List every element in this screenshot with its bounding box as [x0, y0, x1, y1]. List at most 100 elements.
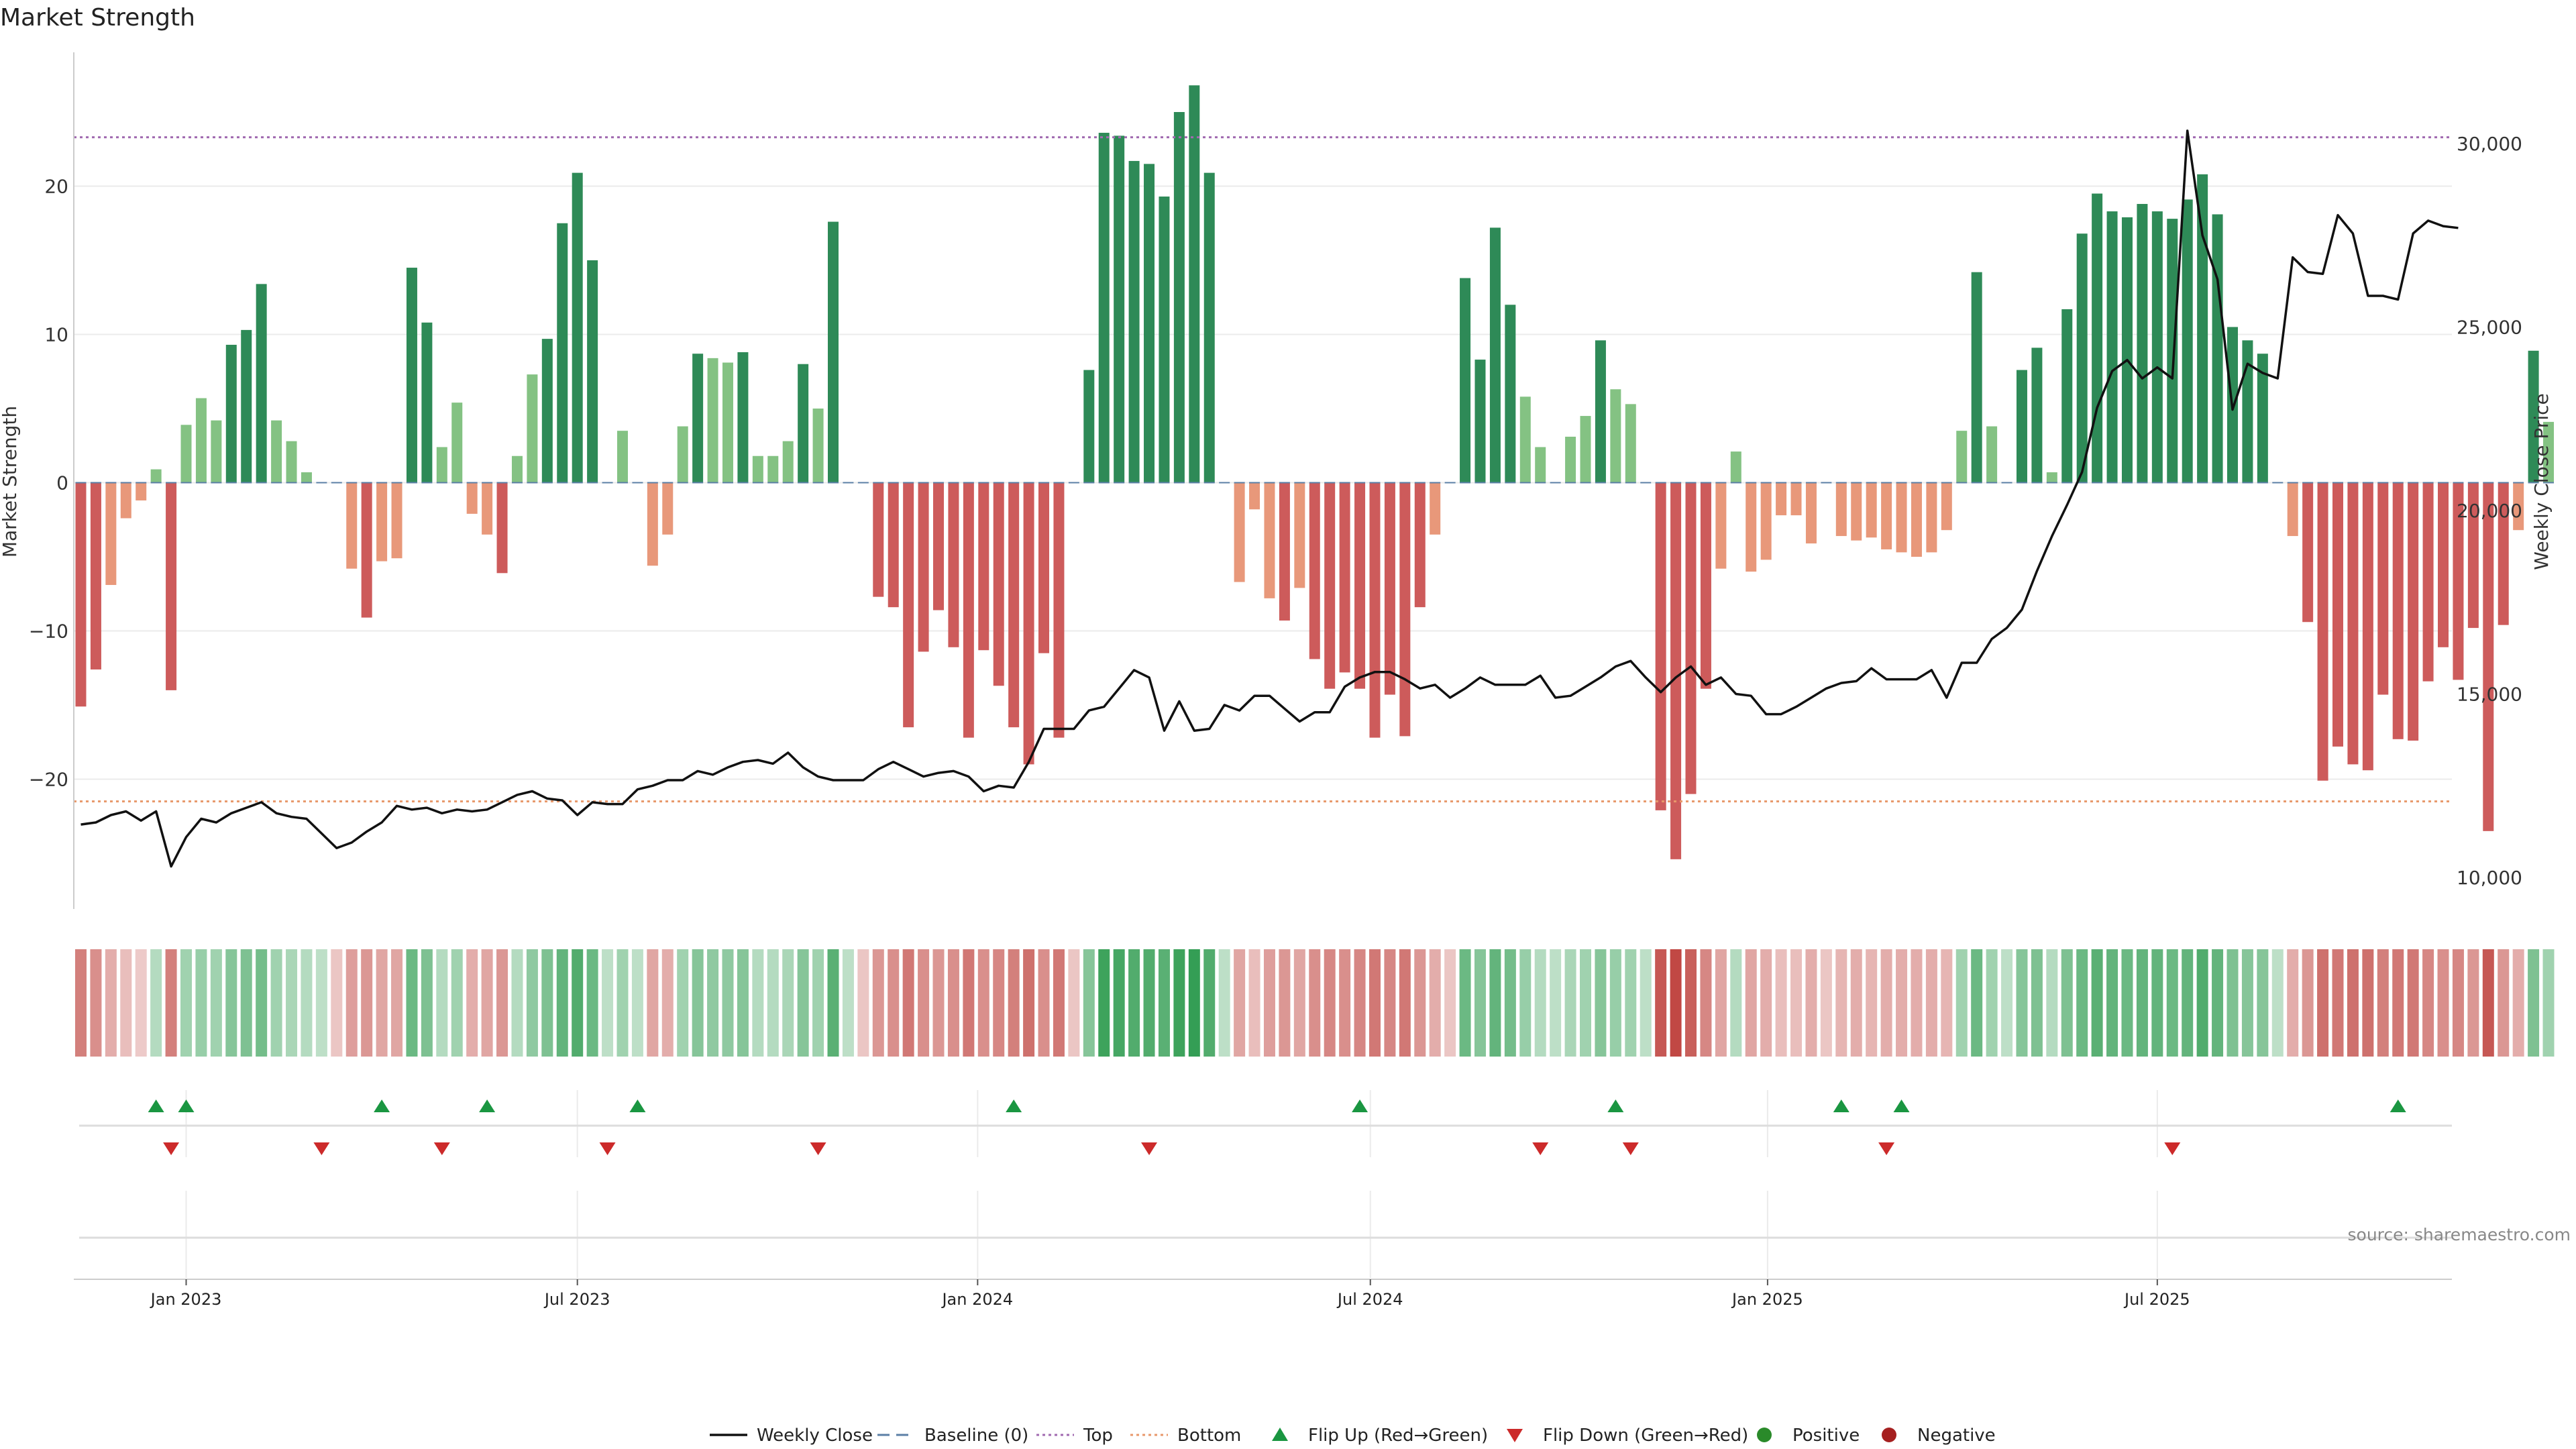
strength-bar [2197, 174, 2208, 483]
heat-cell [1143, 949, 1155, 1057]
heat-cell [526, 949, 538, 1057]
flip-up-marker [2390, 1099, 2406, 1112]
heat-cell [1188, 949, 1200, 1057]
right-tick-label: 30,000 [2457, 133, 2522, 155]
strength-bar [1700, 482, 1711, 689]
heat-cell [1519, 949, 1532, 1057]
left-tick-label: −10 [29, 621, 68, 643]
strength-bar [286, 441, 297, 483]
strength-bar [406, 268, 417, 483]
strength-bar [1746, 482, 1757, 572]
strength-bar [1203, 172, 1215, 483]
flip-down-marker [433, 1142, 450, 1155]
heat-cell [2422, 949, 2434, 1057]
strength-bar [1023, 482, 1034, 765]
strength-bar [2483, 482, 2494, 831]
heat-cell [1835, 949, 1847, 1057]
heat-cell [977, 949, 989, 1057]
strength-bar [873, 482, 884, 597]
heat-cell [888, 949, 900, 1057]
strength-bar [616, 431, 628, 483]
heat-cell [1384, 949, 1396, 1057]
strength-bar [1760, 482, 1772, 560]
strength-bar [1249, 482, 1260, 510]
heat-cell [1745, 949, 1757, 1057]
strength-bar [1776, 482, 1787, 516]
heat-cell [1158, 949, 1170, 1057]
strength-bar [933, 482, 945, 610]
heat-cell [872, 949, 884, 1057]
strength-bar [195, 398, 207, 483]
strength-bar [1851, 482, 1862, 541]
strength-bar [1324, 482, 1336, 689]
heat-cell [180, 949, 193, 1057]
heat-cell [1640, 949, 1652, 1057]
strength-bar [1911, 482, 1922, 557]
strength-bar [1399, 482, 1411, 737]
strength-bar [1474, 360, 1486, 483]
heat-cell [2136, 949, 2148, 1057]
strength-bar [225, 344, 237, 483]
flip-up-marker [1352, 1099, 1368, 1112]
heat-cell [2226, 949, 2239, 1057]
heat-cell [1685, 949, 1697, 1057]
heat-cell [1595, 949, 1607, 1057]
x-tick-label: Jan 2023 [150, 1290, 222, 1309]
legend-item: Baseline (0) [877, 1426, 1028, 1446]
strength-bar [1173, 112, 1185, 483]
strength-bar [1264, 482, 1275, 598]
strength-bar [1234, 482, 1245, 582]
heat-cell [1504, 949, 1516, 1057]
heat-cell [1730, 949, 1742, 1057]
flip-down-marker [313, 1142, 330, 1155]
strength-bar [1114, 136, 1125, 483]
heat-cell [1564, 949, 1576, 1057]
heat-cell [1925, 949, 1937, 1057]
heat-cell [2182, 949, 2194, 1057]
heat-cell [1038, 949, 1050, 1057]
heat-cell [1218, 949, 1230, 1057]
heat-cell [2271, 949, 2284, 1057]
strength-bar [2347, 482, 2359, 765]
heat-cell [1896, 949, 1908, 1057]
heat-cell [932, 949, 945, 1057]
heat-cell [1911, 949, 1923, 1057]
strength-bar [2242, 340, 2253, 483]
flip-up-marker [629, 1099, 646, 1112]
strength-bar [1580, 416, 1591, 483]
heat-cell [602, 949, 614, 1057]
strength-bar [1685, 482, 1697, 794]
x-tick-label: Jan 2025 [1731, 1290, 1803, 1309]
heat-cell [2016, 949, 2028, 1057]
heat-cell [1203, 949, 1216, 1057]
strength-bar [1159, 196, 1170, 483]
heat-cell [1955, 949, 1968, 1057]
strength-bar [180, 425, 192, 483]
heat-cell [1098, 949, 1110, 1057]
heat-cell [135, 949, 147, 1057]
heat-cell [1715, 949, 1727, 1057]
flip-up-marker [1006, 1099, 1022, 1112]
heat-cell [1368, 949, 1381, 1057]
strength-bar [828, 221, 839, 483]
strength-bar [572, 172, 583, 483]
strength-bar [1535, 447, 1546, 483]
strength-bar [2362, 482, 2373, 771]
strength-bar [752, 455, 763, 483]
heat-cell [2106, 949, 2118, 1057]
strength-bar [2453, 482, 2464, 680]
strength-bar [978, 482, 989, 651]
heat-cell [1263, 949, 1275, 1057]
strength-bar [2092, 193, 2103, 483]
right-axis-label: Weekly Close Price [2530, 393, 2553, 570]
strength-bar [2106, 211, 2118, 483]
legend-item: Bottom [1130, 1426, 1241, 1446]
heat-cell [1324, 949, 1336, 1057]
flip-down-marker [810, 1142, 826, 1155]
heat-cell [918, 949, 930, 1057]
strength-bar [376, 482, 388, 561]
strength-bar [2016, 370, 2027, 483]
heat-cell [586, 949, 598, 1057]
heat-cell [2166, 949, 2178, 1057]
strength-bar [2317, 482, 2328, 781]
